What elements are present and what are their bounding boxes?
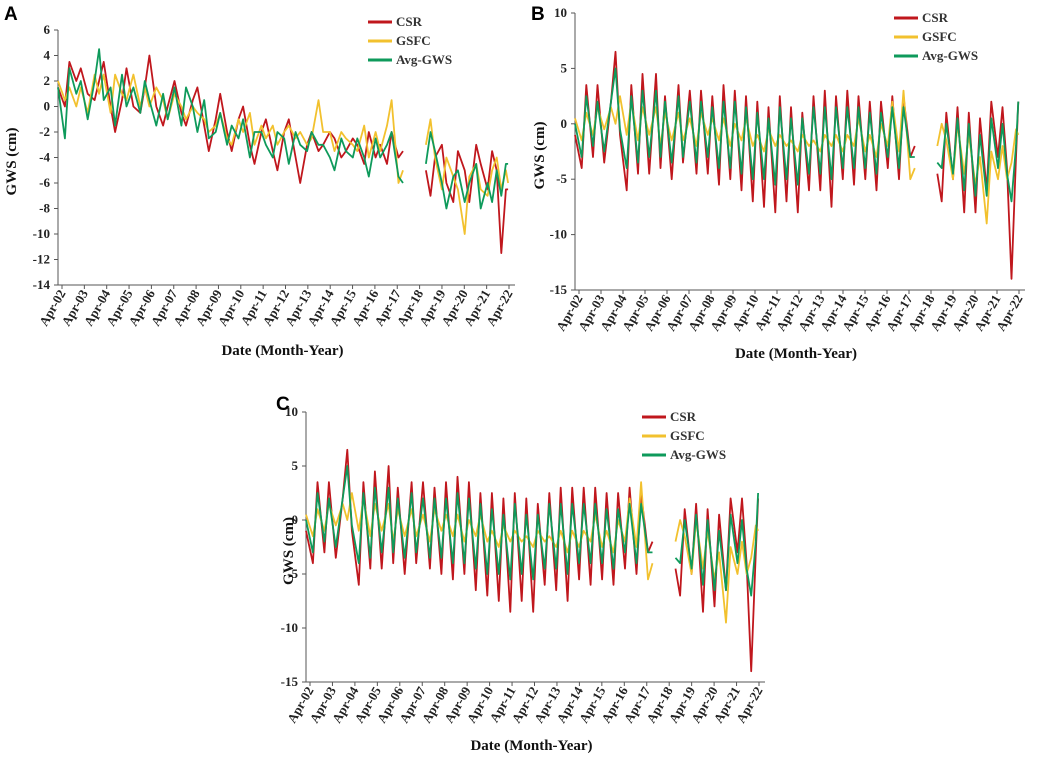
series-line-csr: [57, 54, 404, 184]
y-tick-label: -15: [550, 282, 568, 297]
y-tick-label: -5: [556, 171, 567, 186]
panel-A: A6420-2-4-6-8-10-12-14Apr-02Apr-03Apr-04…: [4, 4, 516, 359]
y-tick-label: -10: [33, 226, 50, 241]
y-tick-label: 10: [285, 404, 298, 419]
panel-B: B 1050-5-10-15Apr-02Apr-03Apr-04Apr-05Apr…: [531, 4, 1026, 362]
y-axis-label: GWS (cm): [532, 122, 548, 190]
y-tick-label: -14: [33, 277, 51, 292]
y-tick-label: 4: [44, 48, 51, 63]
series-line-avg-gws: [936, 101, 1020, 203]
series-line-avg-gws: [425, 131, 509, 210]
y-tick-label: 6: [44, 22, 51, 37]
x-axis-label: Date (Month-Year): [470, 738, 592, 754]
legend-label: Avg-GWS: [922, 48, 978, 63]
y-tick-label: 5: [561, 60, 568, 75]
series-line-avg-gws: [57, 48, 404, 184]
series-line-gsfc: [674, 519, 759, 624]
series-line-gsfc: [936, 122, 1020, 225]
legend-label: GSFC: [396, 33, 431, 48]
y-axis-label: GWS (cm): [4, 128, 20, 196]
series-line-avg-gws: [674, 492, 759, 597]
y-tick-label: 2: [44, 73, 51, 88]
series-line-csr: [305, 448, 654, 613]
panel-letter: A: [4, 4, 18, 25]
y-tick-label: -8: [39, 201, 50, 216]
x-axis-label: Date (Month-Year): [735, 346, 857, 362]
y-tick-label: 0: [292, 512, 299, 527]
y-tick-label: 0: [44, 99, 51, 114]
legend-label: CSR: [670, 409, 697, 424]
legend-label: Avg-GWS: [670, 447, 726, 462]
y-tick-label: 0: [561, 116, 568, 131]
legend-label: CSR: [922, 10, 949, 25]
series-line-csr: [674, 497, 759, 673]
y-tick-label: -10: [550, 227, 567, 242]
series-line-gsfc: [57, 73, 404, 184]
legend-label: GSFC: [670, 428, 705, 443]
y-tick-label: -2: [39, 124, 50, 139]
y-tick-label: -6: [39, 175, 50, 190]
panel-letter: C: [276, 394, 290, 415]
series-line-csr: [574, 50, 916, 214]
legend-label: Avg-GWS: [396, 52, 452, 67]
y-tick-label: 10: [554, 5, 567, 20]
y-tick-label: -12: [33, 252, 50, 267]
series-line-avg-gws: [305, 465, 653, 581]
x-axis-label: Date (Month-Year): [221, 343, 343, 359]
series-line-csr: [936, 100, 1020, 280]
series-line-avg-gws: [574, 67, 915, 186]
series-line-csr: [425, 143, 509, 254]
legend-label: GSFC: [922, 29, 957, 44]
y-tick-label: -10: [281, 620, 298, 635]
series-line-gsfc: [425, 118, 509, 235]
y-tick-label: -15: [281, 674, 299, 689]
panel-C: C1050-5-10-15Apr-02Apr-03Apr-04Apr-05Apr…: [276, 394, 766, 754]
y-tick-label: -4: [39, 150, 50, 165]
y-axis-label: GWS (cm): [281, 517, 297, 585]
y-tick-label: -5: [287, 566, 298, 581]
legend-label: CSR: [396, 14, 423, 29]
y-tick-label: 5: [292, 458, 299, 473]
panel-letter: B: [531, 4, 545, 25]
